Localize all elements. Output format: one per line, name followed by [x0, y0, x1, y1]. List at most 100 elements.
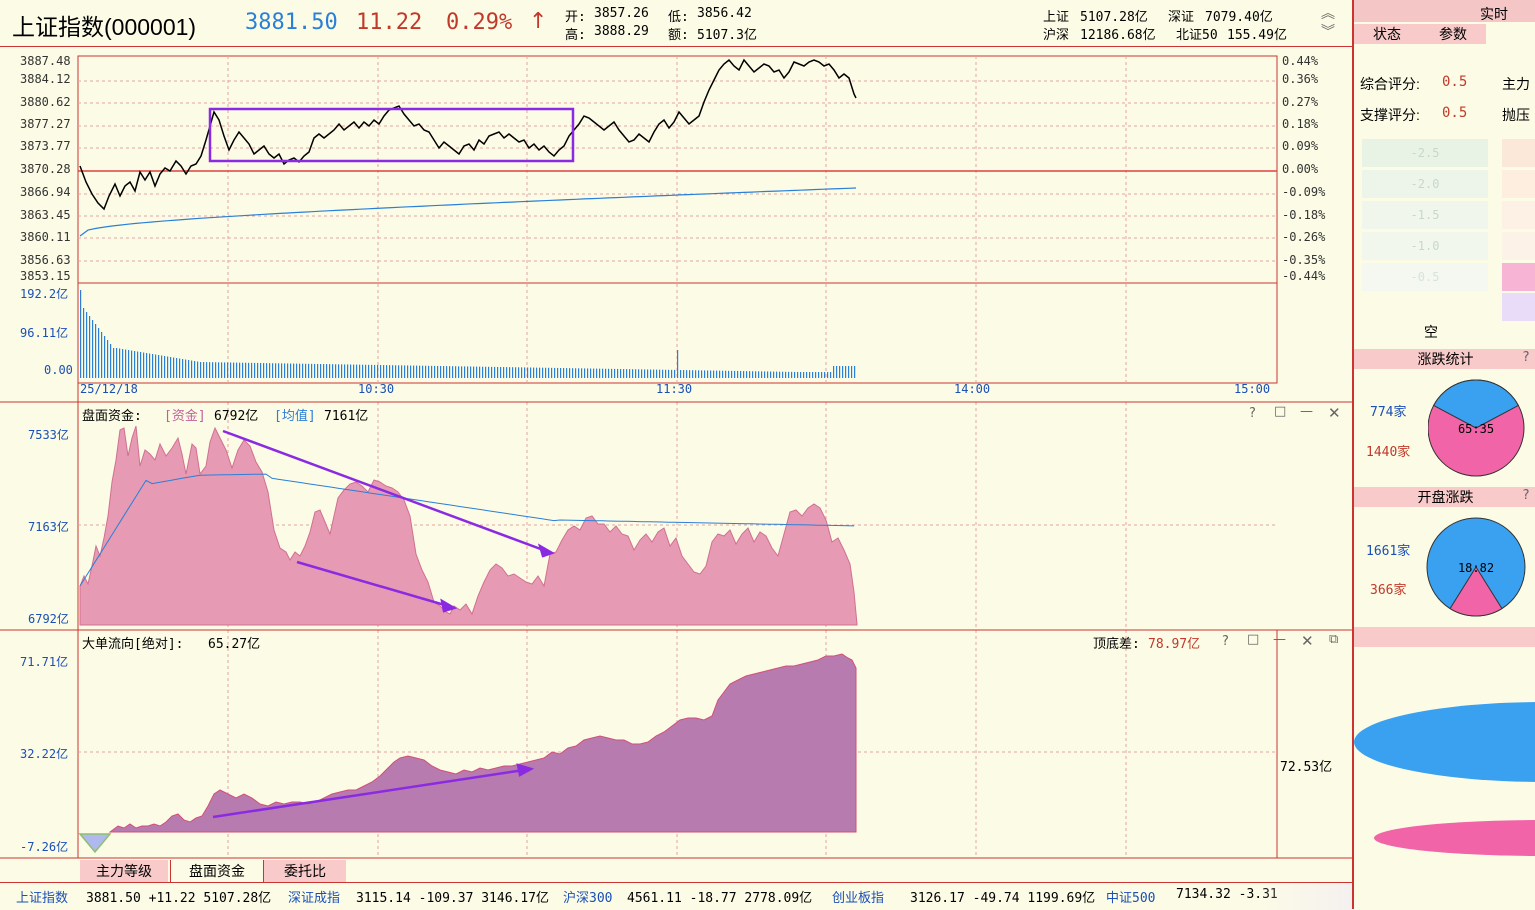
ticker-text-3: 3126.17 -49.74 1199.69亿	[910, 891, 1096, 906]
price-y-label: 3873.77	[20, 139, 71, 153]
big-y-top: 71.71亿	[20, 655, 69, 669]
trend-arrowhead-2	[440, 598, 458, 613]
help-icon-3[interactable]: ?	[1522, 350, 1530, 365]
fund-y-mid: 7163亿	[28, 520, 69, 534]
ticker-name-3[interactable]: 创业板指	[832, 891, 885, 906]
heat-side-2	[1502, 170, 1535, 198]
pct-y-label: 0.44%	[1282, 54, 1319, 68]
index-price: 3881.50	[245, 10, 338, 35]
diff-value: 78.97亿	[1148, 637, 1201, 652]
ticker-text-2: 4561.11 -18.77 2778.09亿	[627, 891, 813, 906]
ticker-name-4[interactable]: 中证500	[1106, 891, 1156, 906]
sz-value: 7079.40亿	[1205, 10, 1273, 25]
main-label: 主力	[1502, 76, 1530, 92]
big-right-label: 72.53亿	[1280, 760, 1333, 775]
pct-y-label: 0.09%	[1282, 139, 1319, 153]
price-line	[79, 58, 857, 211]
ticker-text-0: 3881.50 +11.22 5107.28亿	[86, 891, 272, 906]
avg-tag[interactable]: [均值]	[274, 409, 316, 424]
big-value: 65.27亿	[208, 637, 261, 652]
x-label-1500: 15:00	[1234, 382, 1271, 396]
maximize-icon[interactable]: □	[1274, 404, 1287, 419]
close-icon[interactable]: ✕	[1328, 404, 1341, 422]
flow-ellipses	[1354, 702, 1535, 856]
vol-label-zero: 0.00	[44, 363, 73, 377]
trend-arrowhead-3	[516, 763, 535, 777]
heat-cell-4: -1.0	[1362, 232, 1488, 260]
press-label: 抛压	[1502, 107, 1530, 123]
realtime-tab[interactable]: 实时	[1480, 6, 1508, 22]
help-icon-2[interactable]: ?	[1222, 634, 1229, 649]
amount-value: 5107.3亿	[697, 28, 757, 43]
right-panel: 实时 状态 参数 综合评分: 0.5 主力 支撑评分: 0.5 抛压 -2.5 …	[1352, 0, 1535, 909]
annotation-box	[208, 107, 575, 163]
rise-fall-pie: 65:35	[1428, 379, 1525, 477]
ticker-name-2[interactable]: 沪深300	[563, 891, 613, 906]
volume-bars	[80, 290, 856, 378]
hs-label: 沪深	[1043, 28, 1070, 43]
high-label: 高:	[565, 28, 586, 43]
minimize-icon[interactable]: —	[1300, 404, 1313, 419]
amount-label: 额:	[668, 28, 689, 43]
big-y-bot: -7.26亿	[20, 840, 69, 854]
sh-label: 上证	[1043, 10, 1070, 25]
fund-y-bot: 6792亿	[28, 612, 69, 626]
tab-order-ratio[interactable]: 委托比	[264, 860, 346, 882]
big-title: 大单流向[绝对]:	[82, 637, 184, 652]
support-value: 0.5	[1442, 105, 1468, 121]
heat-grid: -2.5 -2.0 -1.5 -1.0 -0.5	[1362, 139, 1488, 291]
expand-down-icon[interactable]: ︾	[1321, 24, 1335, 40]
heat-side-4	[1502, 232, 1535, 260]
big-order-area	[108, 653, 857, 833]
pct-y-label: -0.44%	[1282, 269, 1326, 283]
tab-main-level[interactable]: 主力等级	[80, 860, 168, 882]
big-y-mid: 32.22亿	[20, 747, 69, 761]
price-y-label: 3884.12	[20, 72, 71, 86]
price-y-label: 3863.45	[20, 208, 71, 222]
maximize-icon-2[interactable]: □	[1247, 632, 1260, 647]
pct-y-label: 0.00%	[1282, 162, 1319, 176]
minimize-icon-2[interactable]: —	[1273, 632, 1286, 647]
sh-value: 5107.28亿	[1080, 10, 1148, 25]
chart-canvas	[0, 55, 1352, 859]
price-y-label: 3866.94	[20, 185, 71, 199]
restore-icon[interactable]: ⧉	[1329, 632, 1339, 647]
help-icon-4[interactable]: ?	[1522, 488, 1530, 503]
collapse-up-icon[interactable]: ︽	[1321, 6, 1335, 22]
heat-side-5	[1502, 263, 1535, 291]
tab-status[interactable]: 状态	[1354, 24, 1420, 44]
x-label-1130: 11:30	[656, 382, 693, 396]
avg-value: 7161亿	[324, 409, 369, 424]
ticker-name-0[interactable]: 上证指数	[16, 891, 69, 906]
vol-label-top: 192.2亿	[20, 287, 69, 301]
low-value: 3856.42	[697, 6, 752, 21]
price-y-label: 3860.11	[20, 230, 71, 244]
tab-fund[interactable]: 盘面资金	[170, 860, 264, 883]
ticker-name-1[interactable]: 深证成指	[288, 891, 341, 906]
heat-cell-3: -1.5	[1362, 201, 1488, 229]
pct-y-label: 0.18%	[1282, 117, 1319, 131]
price-y-label: 3887.48	[20, 54, 71, 68]
trend-arrow-3	[212, 768, 525, 819]
open-value: 3857.26	[594, 6, 649, 21]
heat-side-1	[1502, 139, 1535, 167]
sz-label: 深证	[1168, 10, 1195, 25]
score-label: 综合评分:	[1360, 76, 1420, 92]
empty-label: 空	[1424, 324, 1438, 340]
index-change-pct: 0.29%	[446, 10, 513, 35]
negative-flow	[78, 833, 112, 854]
heat-cell-1: -2.5	[1362, 139, 1488, 167]
help-icon[interactable]: ?	[1249, 406, 1256, 421]
price-y-label: 3877.27	[20, 117, 71, 131]
price-y-label: 3870.28	[20, 162, 71, 176]
score-value: 0.5	[1442, 74, 1468, 90]
fund-tag[interactable]: [资金]	[164, 409, 206, 424]
up-count: 774家	[1370, 405, 1407, 420]
bz-value: 155.49亿	[1227, 28, 1287, 43]
x-label-1400: 14:00	[954, 382, 991, 396]
close-icon-2[interactable]: ✕	[1301, 632, 1314, 650]
tab-params[interactable]: 参数	[1420, 24, 1486, 44]
index-title: 上证指数(000001)	[12, 14, 197, 40]
heat-cell-2: -2.0	[1362, 170, 1488, 198]
ticker-fade	[1255, 883, 1355, 910]
